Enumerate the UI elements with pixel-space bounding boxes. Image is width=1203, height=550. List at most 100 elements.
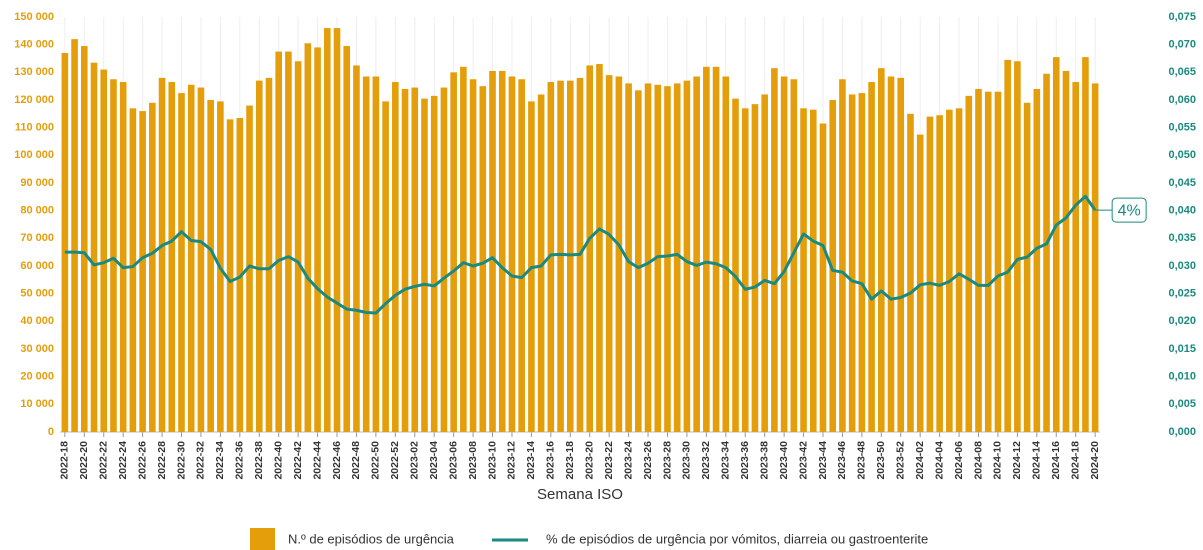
bar [965, 95, 973, 432]
bar [129, 108, 137, 433]
x-tick-label: 2023-18 [564, 441, 576, 480]
bar [936, 115, 943, 432]
bar [353, 65, 360, 433]
x-tick-label: 2023-42 [797, 441, 809, 480]
bar [984, 91, 992, 432]
bar [683, 80, 691, 432]
x-tick-label: 2023-10 [486, 441, 498, 480]
x-tick-label: 2022-40 [272, 441, 284, 480]
bar [975, 88, 982, 432]
bar [557, 80, 564, 432]
y-tick-label: 110 000 [15, 122, 54, 134]
x-tick-label: 2023-48 [856, 441, 868, 480]
bar [1023, 102, 1031, 433]
x-tick-label: 2022-24 [117, 441, 129, 480]
bar [149, 102, 156, 433]
x-tick-label: 2022-18 [59, 441, 71, 480]
bar [450, 72, 457, 432]
bar [644, 83, 652, 433]
bar [673, 83, 681, 433]
x-tick-label: 2022-32 [195, 441, 207, 480]
x-tick-label: 2022-52 [389, 441, 401, 480]
x-tick-label: 2022-48 [350, 441, 362, 480]
y-tick-label: 20 000 [20, 371, 54, 383]
x-tick-label: 2022-36 [234, 441, 246, 480]
y2-tick-label: 0,000 [1168, 426, 1196, 438]
bar [158, 77, 166, 432]
bar [722, 76, 730, 432]
bar [71, 39, 78, 433]
bar [703, 66, 710, 433]
x-tick-label: 2023-30 [681, 441, 693, 480]
bar [469, 79, 477, 432]
bar [955, 108, 963, 433]
bar [819, 123, 827, 433]
x-axis-label: Semana ISO [537, 486, 623, 503]
legend-label: N.º de episódios de urgência [288, 531, 455, 546]
y2-tick-label: 0,005 [1168, 398, 1196, 410]
bar [421, 98, 428, 432]
y2-tick-label: 0,075 [1168, 11, 1196, 23]
x-tick-label: 2023-04 [428, 441, 440, 480]
bar [615, 76, 623, 432]
bar [178, 93, 185, 432]
bar [829, 100, 837, 432]
y-tick-label: 130 000 [14, 66, 54, 78]
x-tick-label: 2023-34 [720, 441, 732, 480]
bar [897, 77, 905, 432]
y-tick-label: 100 000 [14, 149, 54, 161]
y2-tick-label: 0,010 [1168, 371, 1196, 383]
bar [90, 62, 98, 433]
bar [508, 76, 516, 432]
x-tick-label: 2022-38 [253, 441, 265, 480]
bar [323, 28, 331, 433]
y2-tick-label: 0,040 [1168, 205, 1196, 217]
x-tick-label: 2023-14 [525, 441, 537, 480]
bar [858, 93, 866, 432]
annotation-box [1111, 197, 1147, 223]
y-tick-label: 90 000 [20, 177, 54, 189]
y-tick-label: 70 000 [20, 232, 54, 244]
bar [1062, 70, 1070, 432]
bar [1043, 73, 1050, 432]
bar [372, 76, 380, 432]
bar [605, 75, 613, 432]
bar [80, 46, 88, 433]
y-tick-label: 80 000 [20, 205, 54, 217]
x-tick-label: 2024-18 [1069, 441, 1081, 480]
bar [751, 104, 759, 433]
x-tick-label: 2022-22 [98, 441, 110, 480]
line [64, 194, 1097, 315]
y-tick-label: 30 000 [20, 343, 54, 355]
bar [771, 68, 778, 432]
y2-tick-label: 0,070 [1168, 39, 1196, 51]
bar [119, 82, 127, 433]
x-tick-label: 2024-12 [1011, 441, 1023, 480]
bar [839, 79, 846, 432]
bar [1072, 82, 1080, 433]
bar [100, 69, 108, 433]
y-tick-label: 140 000 [14, 39, 54, 51]
bar [800, 108, 807, 433]
x-tick-label: 2023-36 [739, 441, 751, 480]
bar [1052, 57, 1060, 432]
bar [440, 87, 448, 433]
bar [1014, 61, 1021, 433]
annotation: 4% [1118, 202, 1141, 219]
x-tick-label: 2023-06 [447, 441, 459, 480]
x-tick-label: 2024-14 [1031, 441, 1043, 480]
bar [246, 105, 253, 433]
x-tick-label: 2022-44 [311, 441, 323, 480]
bar [460, 66, 467, 433]
bar [314, 47, 321, 432]
bar [518, 79, 525, 432]
y-tick-label: 150 000 [14, 11, 54, 23]
bar [946, 109, 953, 432]
bar [887, 76, 895, 432]
y-tick-label: 0 [48, 426, 54, 438]
bar [333, 28, 341, 433]
bar [489, 70, 496, 432]
x-tick-label: 2023-44 [817, 441, 829, 480]
y-tick-label: 120 000 [14, 94, 54, 106]
